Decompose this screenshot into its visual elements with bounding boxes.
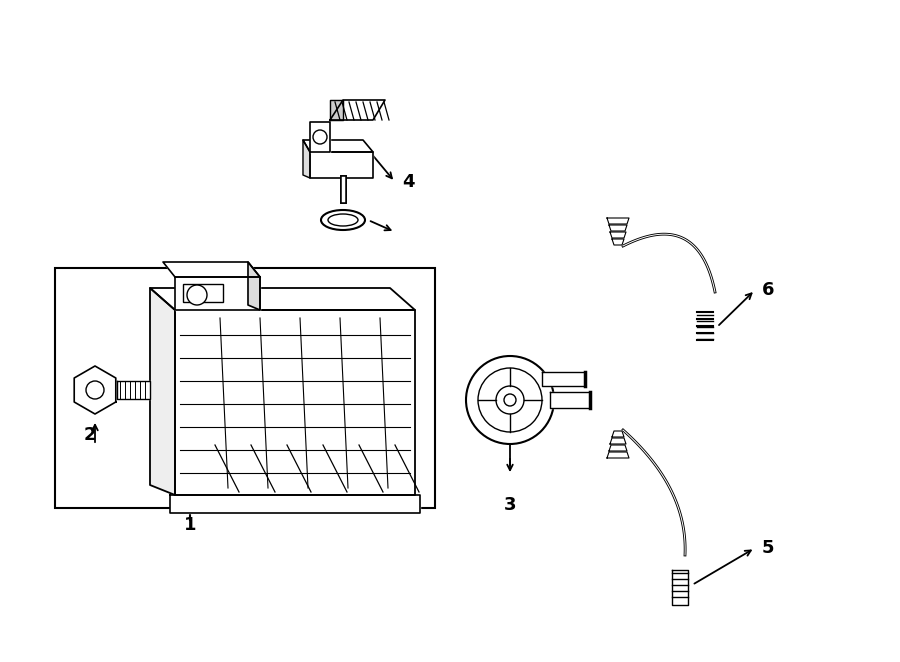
Circle shape (496, 386, 524, 414)
Polygon shape (303, 140, 373, 152)
Polygon shape (170, 495, 420, 513)
Polygon shape (310, 122, 330, 152)
Text: 3: 3 (504, 496, 517, 514)
Polygon shape (612, 239, 624, 245)
Polygon shape (150, 288, 415, 310)
Polygon shape (542, 372, 585, 386)
Ellipse shape (321, 210, 365, 230)
Polygon shape (607, 452, 629, 458)
Text: 2: 2 (84, 426, 96, 444)
Circle shape (504, 394, 516, 406)
Text: 6: 6 (762, 281, 775, 299)
Circle shape (313, 130, 327, 144)
Text: 4: 4 (402, 173, 415, 191)
Polygon shape (610, 232, 626, 238)
Polygon shape (117, 381, 150, 399)
Polygon shape (697, 312, 713, 347)
Polygon shape (672, 570, 688, 605)
Polygon shape (175, 277, 260, 310)
Polygon shape (175, 310, 415, 495)
Polygon shape (612, 431, 624, 437)
Ellipse shape (328, 214, 358, 226)
Circle shape (466, 356, 554, 444)
Polygon shape (550, 392, 590, 408)
Text: 5: 5 (762, 539, 775, 557)
Text: 1: 1 (184, 516, 196, 534)
Polygon shape (163, 262, 260, 277)
Polygon shape (610, 438, 626, 444)
Polygon shape (303, 140, 310, 178)
Circle shape (86, 381, 104, 399)
Polygon shape (310, 152, 373, 178)
Polygon shape (74, 366, 116, 414)
Bar (55, 268, 435, 508)
Circle shape (478, 368, 542, 432)
Polygon shape (150, 288, 175, 495)
Polygon shape (607, 218, 629, 224)
Polygon shape (609, 225, 627, 231)
Bar (183, 284, 223, 302)
Polygon shape (248, 262, 260, 310)
Polygon shape (609, 445, 627, 451)
Circle shape (187, 285, 207, 305)
Polygon shape (330, 100, 343, 120)
Polygon shape (330, 100, 385, 120)
